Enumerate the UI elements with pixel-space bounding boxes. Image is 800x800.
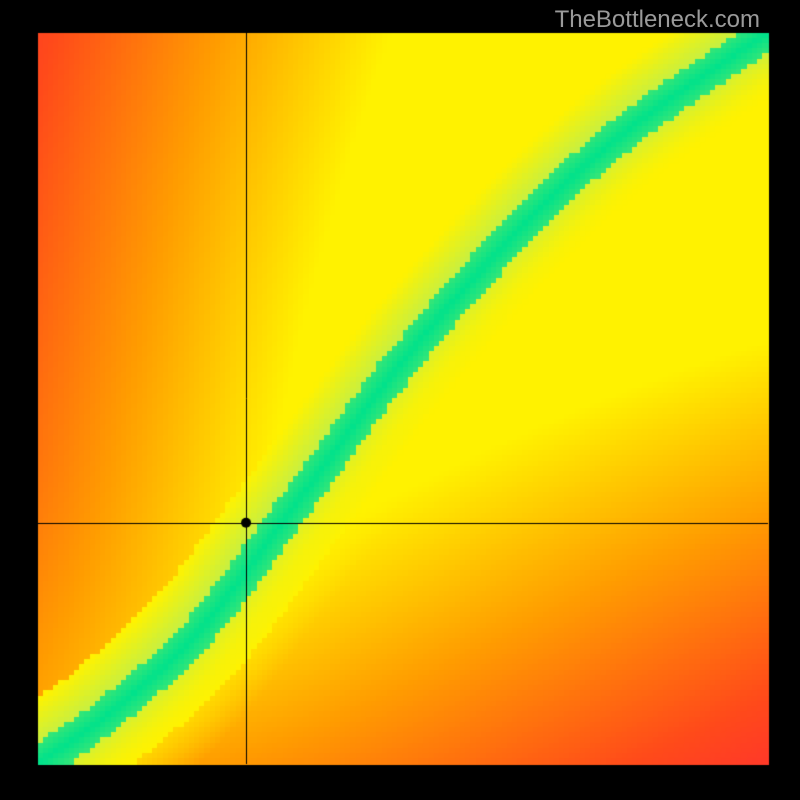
watermark-text: TheBottleneck.com bbox=[555, 6, 760, 34]
bottleneck-heatmap bbox=[0, 0, 800, 800]
